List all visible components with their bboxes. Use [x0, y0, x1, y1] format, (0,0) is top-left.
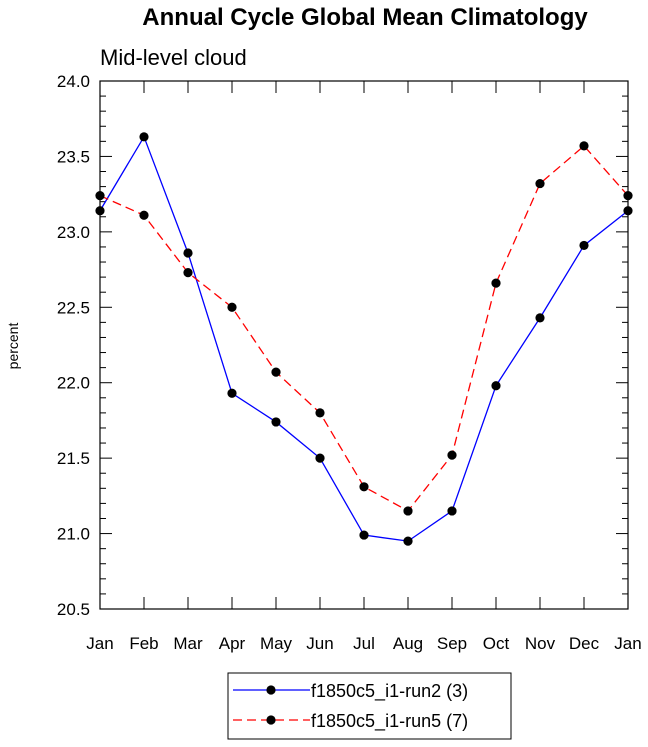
y-tick-label: 24.0: [57, 72, 90, 91]
x-tick-label: Jun: [306, 634, 333, 653]
series-2-point: [579, 141, 589, 151]
major-ticks: [99, 80, 629, 610]
plot-frame: [99, 80, 629, 610]
y-tick-label: 21.5: [57, 449, 90, 468]
x-tick-label: May: [260, 634, 293, 653]
series-line-2: [99, 144, 629, 512]
x-tick-label: Jul: [353, 634, 375, 653]
series-1-point: [403, 536, 413, 546]
series-2-point: [271, 367, 281, 377]
series-2-point: [491, 278, 501, 288]
y-tick-label: 22.0: [57, 374, 90, 393]
series-1-point: [579, 240, 589, 251]
series-1-point: [183, 248, 193, 258]
chart-subtitle: Mid-level cloud: [100, 45, 247, 70]
series-1-point: [139, 132, 149, 142]
legend-label-2: f1850c5_i1-run5 (7): [311, 711, 468, 732]
series-1-point: [491, 381, 501, 391]
series-1-point: [227, 388, 237, 398]
x-tick-label: Jan: [86, 634, 113, 653]
legend: f1850c5_i1-run2 (3) f1850c5_i1-run5 (7): [227, 672, 512, 740]
y-tick-labels: 20.5 21.0 21.5 22.0 22.5 23.0 23.5 24.0: [57, 72, 90, 619]
y-tick-label: 20.5: [57, 600, 90, 619]
x-tick-label: Sep: [437, 634, 467, 653]
x-tick-label: Aug: [393, 634, 423, 653]
legend-marker-1: [266, 685, 276, 695]
series-2-point: [447, 450, 457, 460]
chart-title: Annual Cycle Global Mean Climatology: [142, 4, 588, 31]
series-1-point: [535, 313, 545, 323]
series-2-point: [139, 210, 149, 220]
y-tick-label: 21.0: [57, 525, 90, 544]
legend-box: [227, 672, 512, 740]
y-tick-label: 22.5: [57, 298, 90, 317]
legend-marker-2: [266, 715, 276, 725]
minor-ticks: [100, 95, 628, 595]
y-axis-label: percent: [5, 323, 21, 370]
series-2-point: [183, 267, 193, 278]
series-2-point: [359, 482, 369, 492]
series-2-point: [227, 302, 237, 312]
legend-items: f1850c5_i1-run2 (3) f1850c5_i1-run5 (7): [233, 681, 468, 732]
series-2-point: [403, 506, 413, 516]
x-tick-label: Oct: [483, 634, 510, 653]
series-1-point: [359, 530, 369, 540]
series-1-point: [315, 453, 325, 463]
series-1-point: [447, 506, 457, 516]
y-tick-label: 23.5: [57, 147, 90, 166]
x-tick-label: Mar: [173, 634, 203, 653]
y-tick-label: 23.0: [57, 223, 90, 242]
series-layer: [95, 132, 633, 546]
x-tick-labels: Jan Feb Mar Apr May Jun Jul Aug Sep Oct Nov Dec Jan: [86, 634, 641, 653]
x-tick-label: Nov: [525, 634, 556, 653]
x-tick-label: Dec: [569, 634, 600, 653]
x-tick-label: Apr: [219, 634, 246, 653]
series-2-point: [535, 178, 545, 189]
series-line-1: [99, 135, 629, 542]
x-tick-label: Jan: [614, 634, 641, 653]
series-2-point: [315, 408, 325, 418]
x-tick-label: Feb: [129, 634, 158, 653]
legend-label-1: f1850c5_i1-run2 (3): [311, 681, 468, 702]
series-1-point: [271, 417, 281, 427]
